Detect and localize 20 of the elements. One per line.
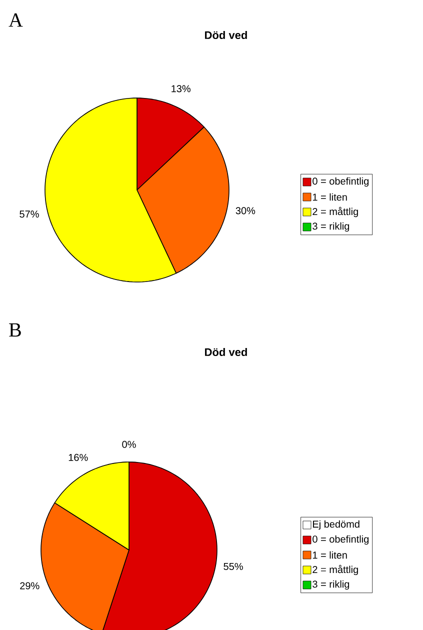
chart-title: Död ved	[205, 30, 247, 40]
legend-label: 0 = obefintlig	[312, 535, 369, 545]
data-label: 55%	[224, 562, 243, 570]
legend-label: 2 = måttlig	[312, 564, 358, 576]
text: A	[8, 13, 23, 27]
legend-label: 1 = liten	[312, 193, 347, 201]
data-label: 57%	[20, 210, 39, 218]
legend-label: 0 = obefintlig	[312, 177, 369, 187]
text: 0%	[122, 440, 136, 448]
text: B	[9, 323, 21, 337]
legend-label: 3 = riklig	[312, 580, 350, 590]
legend-label: Ej bedömd	[313, 520, 360, 530]
data-label: 29%	[20, 582, 40, 590]
legend-label: 2 = måttlig	[312, 206, 358, 218]
legend-label: 3 = riklig	[312, 222, 350, 232]
data-label: 30%	[236, 207, 256, 214]
data-label: 16%	[68, 454, 88, 461]
data-label: 13%	[172, 85, 190, 92]
chart-title: Död ved	[205, 348, 247, 356]
legend-label: 1 = liten	[312, 551, 347, 559]
